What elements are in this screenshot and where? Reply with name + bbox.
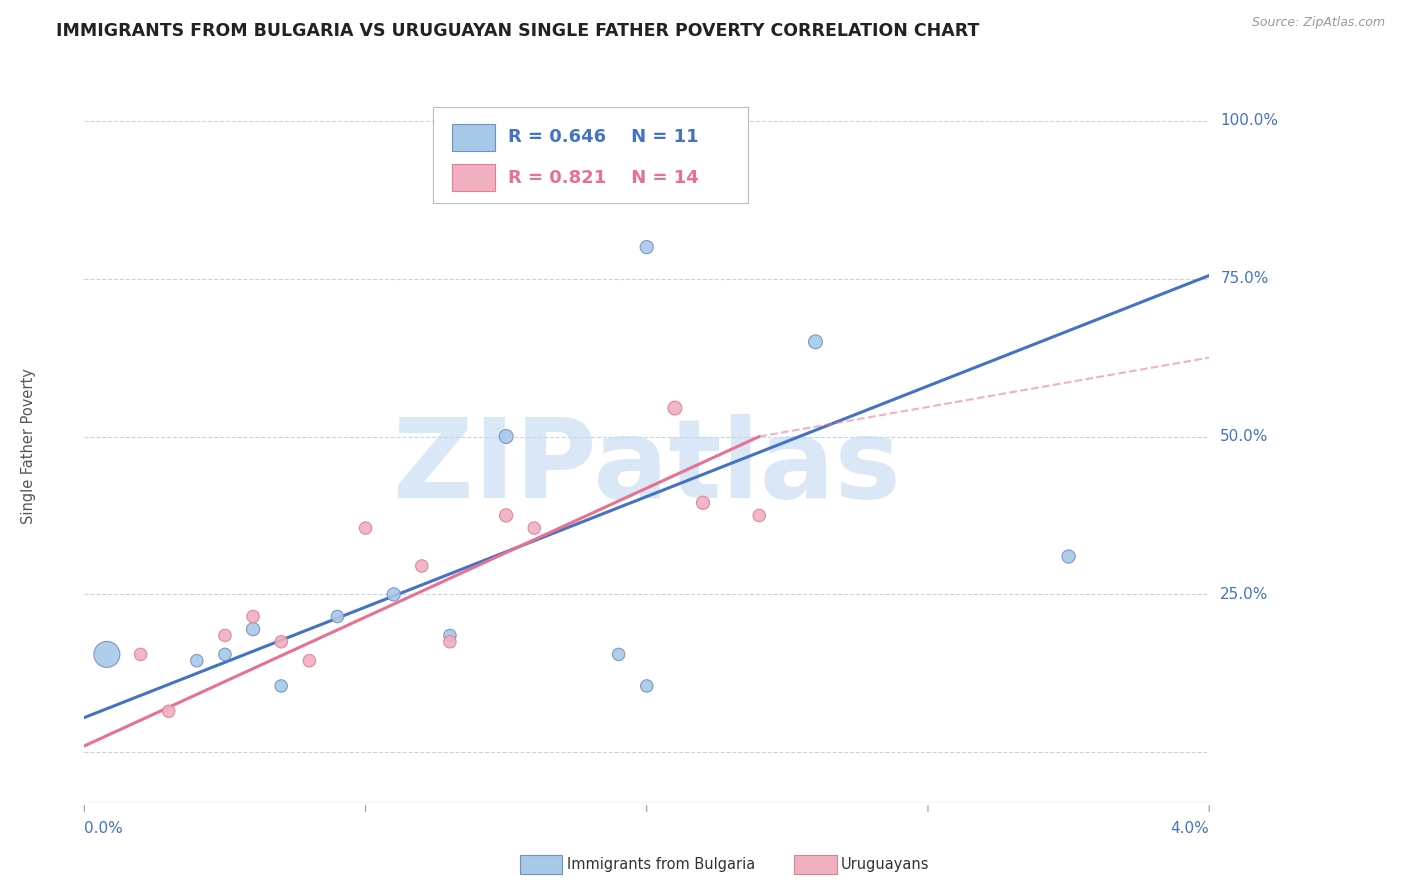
Text: 50.0%: 50.0% — [1220, 429, 1268, 444]
FancyBboxPatch shape — [433, 107, 748, 203]
Point — [157, 704, 180, 718]
Point — [692, 496, 714, 510]
Point — [270, 679, 292, 693]
Point — [664, 401, 686, 416]
Text: R = 0.821    N = 14: R = 0.821 N = 14 — [509, 169, 699, 186]
Point — [326, 609, 349, 624]
Point — [495, 429, 517, 443]
Point — [439, 628, 461, 642]
Point — [242, 609, 264, 624]
Point — [804, 334, 827, 349]
Text: IMMIGRANTS FROM BULGARIA VS URUGUAYAN SINGLE FATHER POVERTY CORRELATION CHART: IMMIGRANTS FROM BULGARIA VS URUGUAYAN SI… — [56, 22, 980, 40]
Point — [636, 679, 658, 693]
Point — [439, 634, 461, 648]
Point — [354, 521, 377, 535]
Text: 4.0%: 4.0% — [1170, 822, 1209, 837]
Text: Uruguayans: Uruguayans — [841, 857, 929, 871]
Text: 75.0%: 75.0% — [1220, 271, 1268, 286]
Point — [523, 521, 546, 535]
Point — [495, 508, 517, 523]
Text: 100.0%: 100.0% — [1220, 113, 1278, 128]
Point — [214, 648, 236, 662]
Point — [96, 648, 118, 662]
Text: R = 0.646    N = 11: R = 0.646 N = 11 — [509, 128, 699, 146]
Point — [636, 240, 658, 254]
FancyBboxPatch shape — [453, 164, 495, 191]
Point — [607, 648, 630, 662]
Text: 0.0%: 0.0% — [84, 822, 124, 837]
Point — [186, 654, 208, 668]
Point — [1057, 549, 1080, 564]
Point — [214, 628, 236, 642]
Point — [411, 559, 433, 574]
Text: Single Father Poverty: Single Father Poverty — [21, 368, 35, 524]
Point — [129, 648, 152, 662]
Point — [298, 654, 321, 668]
Point — [382, 587, 405, 601]
Point — [748, 508, 770, 523]
Text: 25.0%: 25.0% — [1220, 587, 1268, 602]
Text: Source: ZipAtlas.com: Source: ZipAtlas.com — [1251, 16, 1385, 29]
Text: Immigrants from Bulgaria: Immigrants from Bulgaria — [567, 857, 755, 871]
FancyBboxPatch shape — [453, 124, 495, 151]
Point — [270, 634, 292, 648]
Point — [242, 622, 264, 636]
Text: ZIPatlas: ZIPatlas — [392, 414, 901, 521]
